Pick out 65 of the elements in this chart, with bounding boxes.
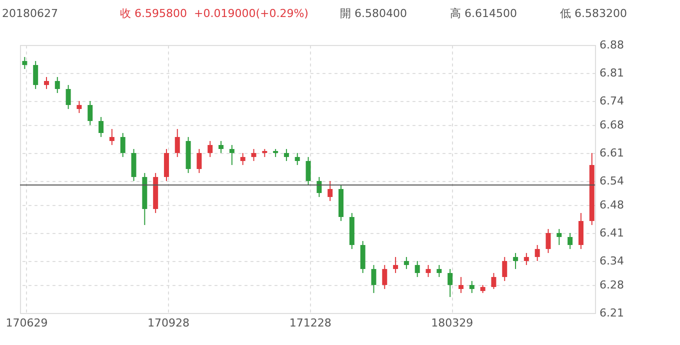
candlestick [491,272,496,290]
candlestick [76,100,82,114]
candlestick [306,156,311,186]
y-tick-label: 6.81 [600,66,624,80]
candlestick [251,148,256,162]
candlestick [44,76,49,90]
candlestick [229,144,234,166]
candlestick [360,240,366,274]
text: 收 6.595800 [120,7,187,20]
candlestick [22,56,28,70]
candlestick [120,132,126,158]
x-tick-label: 170928 [148,316,190,330]
y-tick-label: 6.74 [600,94,624,108]
x-tick-label: 170629 [6,316,48,330]
candlestick [294,152,300,166]
candlestick [534,244,540,262]
candlestick [426,264,431,278]
candlestick [458,276,464,294]
y-tick-label: 6.34 [600,254,624,268]
candlestick [513,252,518,270]
candlestick [404,256,409,270]
candlestick [66,84,71,110]
candlestick [316,176,322,198]
candlestick [393,256,398,274]
candlestick [448,268,453,298]
candlestick [469,280,474,294]
candlestick [54,76,60,94]
candlestick [196,148,202,174]
candlestick [109,128,114,146]
y-tick-label: 6.21 [600,306,624,320]
y-tick-label: 6.68 [600,118,624,132]
candlestick [371,264,376,294]
y-tick-label: 6.88 [600,38,624,52]
candlestick [88,100,93,126]
candlestick [284,148,289,162]
candlestick [556,228,562,246]
candlestick [436,264,442,278]
text: 20180627 [2,7,58,20]
text: 開 6.580400 [340,7,407,20]
x-tick-label: 171228 [289,316,332,330]
candlestick [546,228,551,254]
candlestick [218,140,224,154]
candlestick [174,128,180,158]
candlestick [502,256,508,282]
candlestick [524,252,529,266]
candlestick [328,180,333,202]
candlestick [240,152,246,166]
y-tick-label: 6.48 [600,198,624,212]
candlestick [568,232,573,250]
y-tick-label: 6.41 [600,226,624,240]
candlestick [98,116,104,138]
x-tick-label: 180329 [431,316,474,330]
text: +0.019000(+0.29%) [194,7,308,20]
candlestick [208,140,213,158]
text: 高 6.614500 [450,7,517,20]
text: 低 6.583200 [560,7,627,20]
candlestick [164,148,169,182]
candlestick [414,260,420,278]
y-tick-label: 6.28 [600,278,624,292]
candlestick [382,264,388,290]
candlestick [131,148,136,182]
y-tick-label: 6.61 [600,146,624,160]
candlestick [578,212,584,250]
y-tick-label: 6.54 [600,174,624,188]
candlestick [33,60,38,90]
